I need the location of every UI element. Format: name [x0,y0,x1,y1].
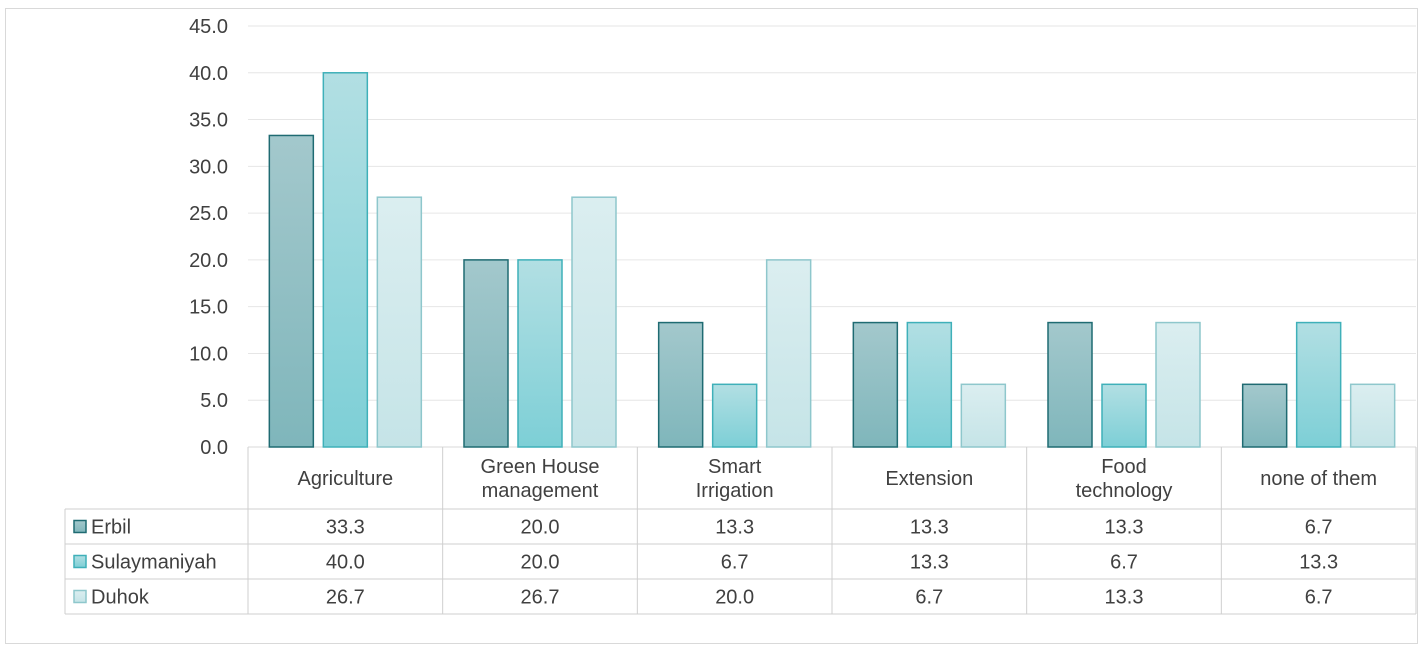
y-tick-label: 35.0 [189,110,228,132]
bar [1349,383,1396,448]
data-label: 13.3 [1105,517,1144,539]
data-label: 20.0 [521,552,560,574]
legend-key [73,589,87,604]
gridlines [248,25,1416,448]
data-label: 6.7 [721,552,749,574]
y-tick-label: 15.0 [189,297,228,319]
data-label: 6.7 [915,587,943,609]
data-label: 20.0 [521,517,560,539]
data-label: 13.3 [910,517,949,539]
data-label: 6.7 [1110,552,1138,574]
category-label: Green House [481,456,600,478]
bar [765,259,812,448]
data-label: 13.3 [1299,552,1338,574]
bar [960,383,1007,448]
data-label: 20.0 [715,587,754,609]
data-label: 13.3 [1105,587,1144,609]
y-axis: 0.0 5.0 10.0 15.0 20.0 25.0 30.0 35.0 40.0 45.0 [189,16,228,459]
category-label: none of them [1260,468,1377,490]
series-name: Sulaymaniyah [91,552,217,574]
data-label: 6.7 [1305,517,1333,539]
category-label: Food [1101,456,1147,478]
y-tick-label: 5.0 [200,390,228,412]
category-label: Agriculture [298,468,394,490]
bar [571,196,617,448]
y-tick-label: 45.0 [189,16,228,38]
bar [657,321,704,448]
bar [1241,383,1288,448]
data-label: 26.7 [326,587,365,609]
y-tick-label: 40.0 [189,63,228,85]
category-label: technology [1076,480,1173,502]
bar [852,321,899,448]
y-tick-label: 20.0 [189,250,228,272]
bar [906,321,953,448]
legend-key [73,554,87,569]
bar [1295,321,1342,448]
data-label: 40.0 [326,552,365,574]
bar [463,259,509,448]
y-tick-label: 25.0 [189,203,228,225]
category-label: Irrigation [696,480,774,502]
category-label: management [482,480,599,502]
bar [268,134,315,448]
bar [322,72,369,448]
category-label: Smart [708,456,762,478]
bar [1155,321,1201,448]
bar [376,196,423,448]
legend-key [73,519,87,534]
y-tick-label: 10.0 [189,343,228,365]
data-label: 33.3 [326,517,365,539]
bar [1101,383,1147,448]
y-tick-label: 0.0 [200,437,228,459]
category-label: Extension [885,468,973,490]
data-label: 26.7 [521,587,560,609]
y-tick-label: 30.0 [189,156,228,178]
bars [268,72,1396,448]
bar [517,259,563,448]
bar [1047,321,1093,448]
data-label: 6.7 [1305,587,1333,609]
data-label: 13.3 [910,552,949,574]
series-name: Erbil [91,517,131,539]
data-label: 13.3 [715,517,754,539]
series-name: Duhok [91,587,150,609]
bar [711,383,758,448]
